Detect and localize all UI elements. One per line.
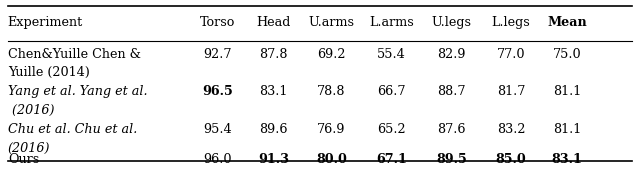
- Text: L.arms: L.arms: [369, 16, 413, 29]
- Text: 66.7: 66.7: [377, 85, 406, 98]
- Text: (2016): (2016): [8, 104, 54, 117]
- Text: 95.4: 95.4: [203, 123, 232, 136]
- Text: 96.0: 96.0: [203, 153, 232, 166]
- Text: 89.5: 89.5: [436, 153, 467, 166]
- Text: 69.2: 69.2: [317, 47, 346, 61]
- Text: 83.1: 83.1: [259, 85, 287, 98]
- Text: 88.7: 88.7: [437, 85, 465, 98]
- Text: 80.0: 80.0: [316, 153, 347, 166]
- Text: 77.0: 77.0: [497, 47, 525, 61]
- Text: Mean: Mean: [547, 16, 587, 29]
- Text: 87.6: 87.6: [437, 123, 465, 136]
- Text: Torso: Torso: [200, 16, 235, 29]
- Text: 85.0: 85.0: [496, 153, 527, 166]
- Text: 81.7: 81.7: [497, 85, 525, 98]
- Text: 83.1: 83.1: [552, 153, 582, 166]
- Text: U.legs: U.legs: [431, 16, 471, 29]
- Text: L.legs: L.legs: [492, 16, 531, 29]
- Text: 91.3: 91.3: [258, 153, 289, 166]
- Text: Chu et al. Chu et al.: Chu et al. Chu et al.: [8, 123, 137, 136]
- Text: Yuille (2014): Yuille (2014): [8, 66, 90, 79]
- Text: Experiment: Experiment: [8, 16, 83, 29]
- Text: 96.5: 96.5: [202, 85, 233, 98]
- Text: 81.1: 81.1: [553, 123, 581, 136]
- Text: U.arms: U.arms: [308, 16, 355, 29]
- Text: 87.8: 87.8: [259, 47, 288, 61]
- Text: Yang et al. Yang et al.: Yang et al. Yang et al.: [8, 85, 147, 98]
- Text: Ours: Ours: [8, 153, 39, 166]
- Text: 89.6: 89.6: [259, 123, 288, 136]
- Text: 81.1: 81.1: [553, 85, 581, 98]
- Text: Chen&Yuille Chen &: Chen&Yuille Chen &: [8, 47, 141, 61]
- Text: 82.9: 82.9: [437, 47, 465, 61]
- Text: 92.7: 92.7: [203, 47, 232, 61]
- Text: 78.8: 78.8: [317, 85, 346, 98]
- Text: 83.2: 83.2: [497, 123, 525, 136]
- Text: 76.9: 76.9: [317, 123, 346, 136]
- Text: 55.4: 55.4: [377, 47, 406, 61]
- Text: (2016): (2016): [8, 142, 51, 155]
- Text: 67.1: 67.1: [376, 153, 407, 166]
- Text: 65.2: 65.2: [377, 123, 406, 136]
- Text: 75.0: 75.0: [553, 47, 582, 61]
- Text: Head: Head: [256, 16, 291, 29]
